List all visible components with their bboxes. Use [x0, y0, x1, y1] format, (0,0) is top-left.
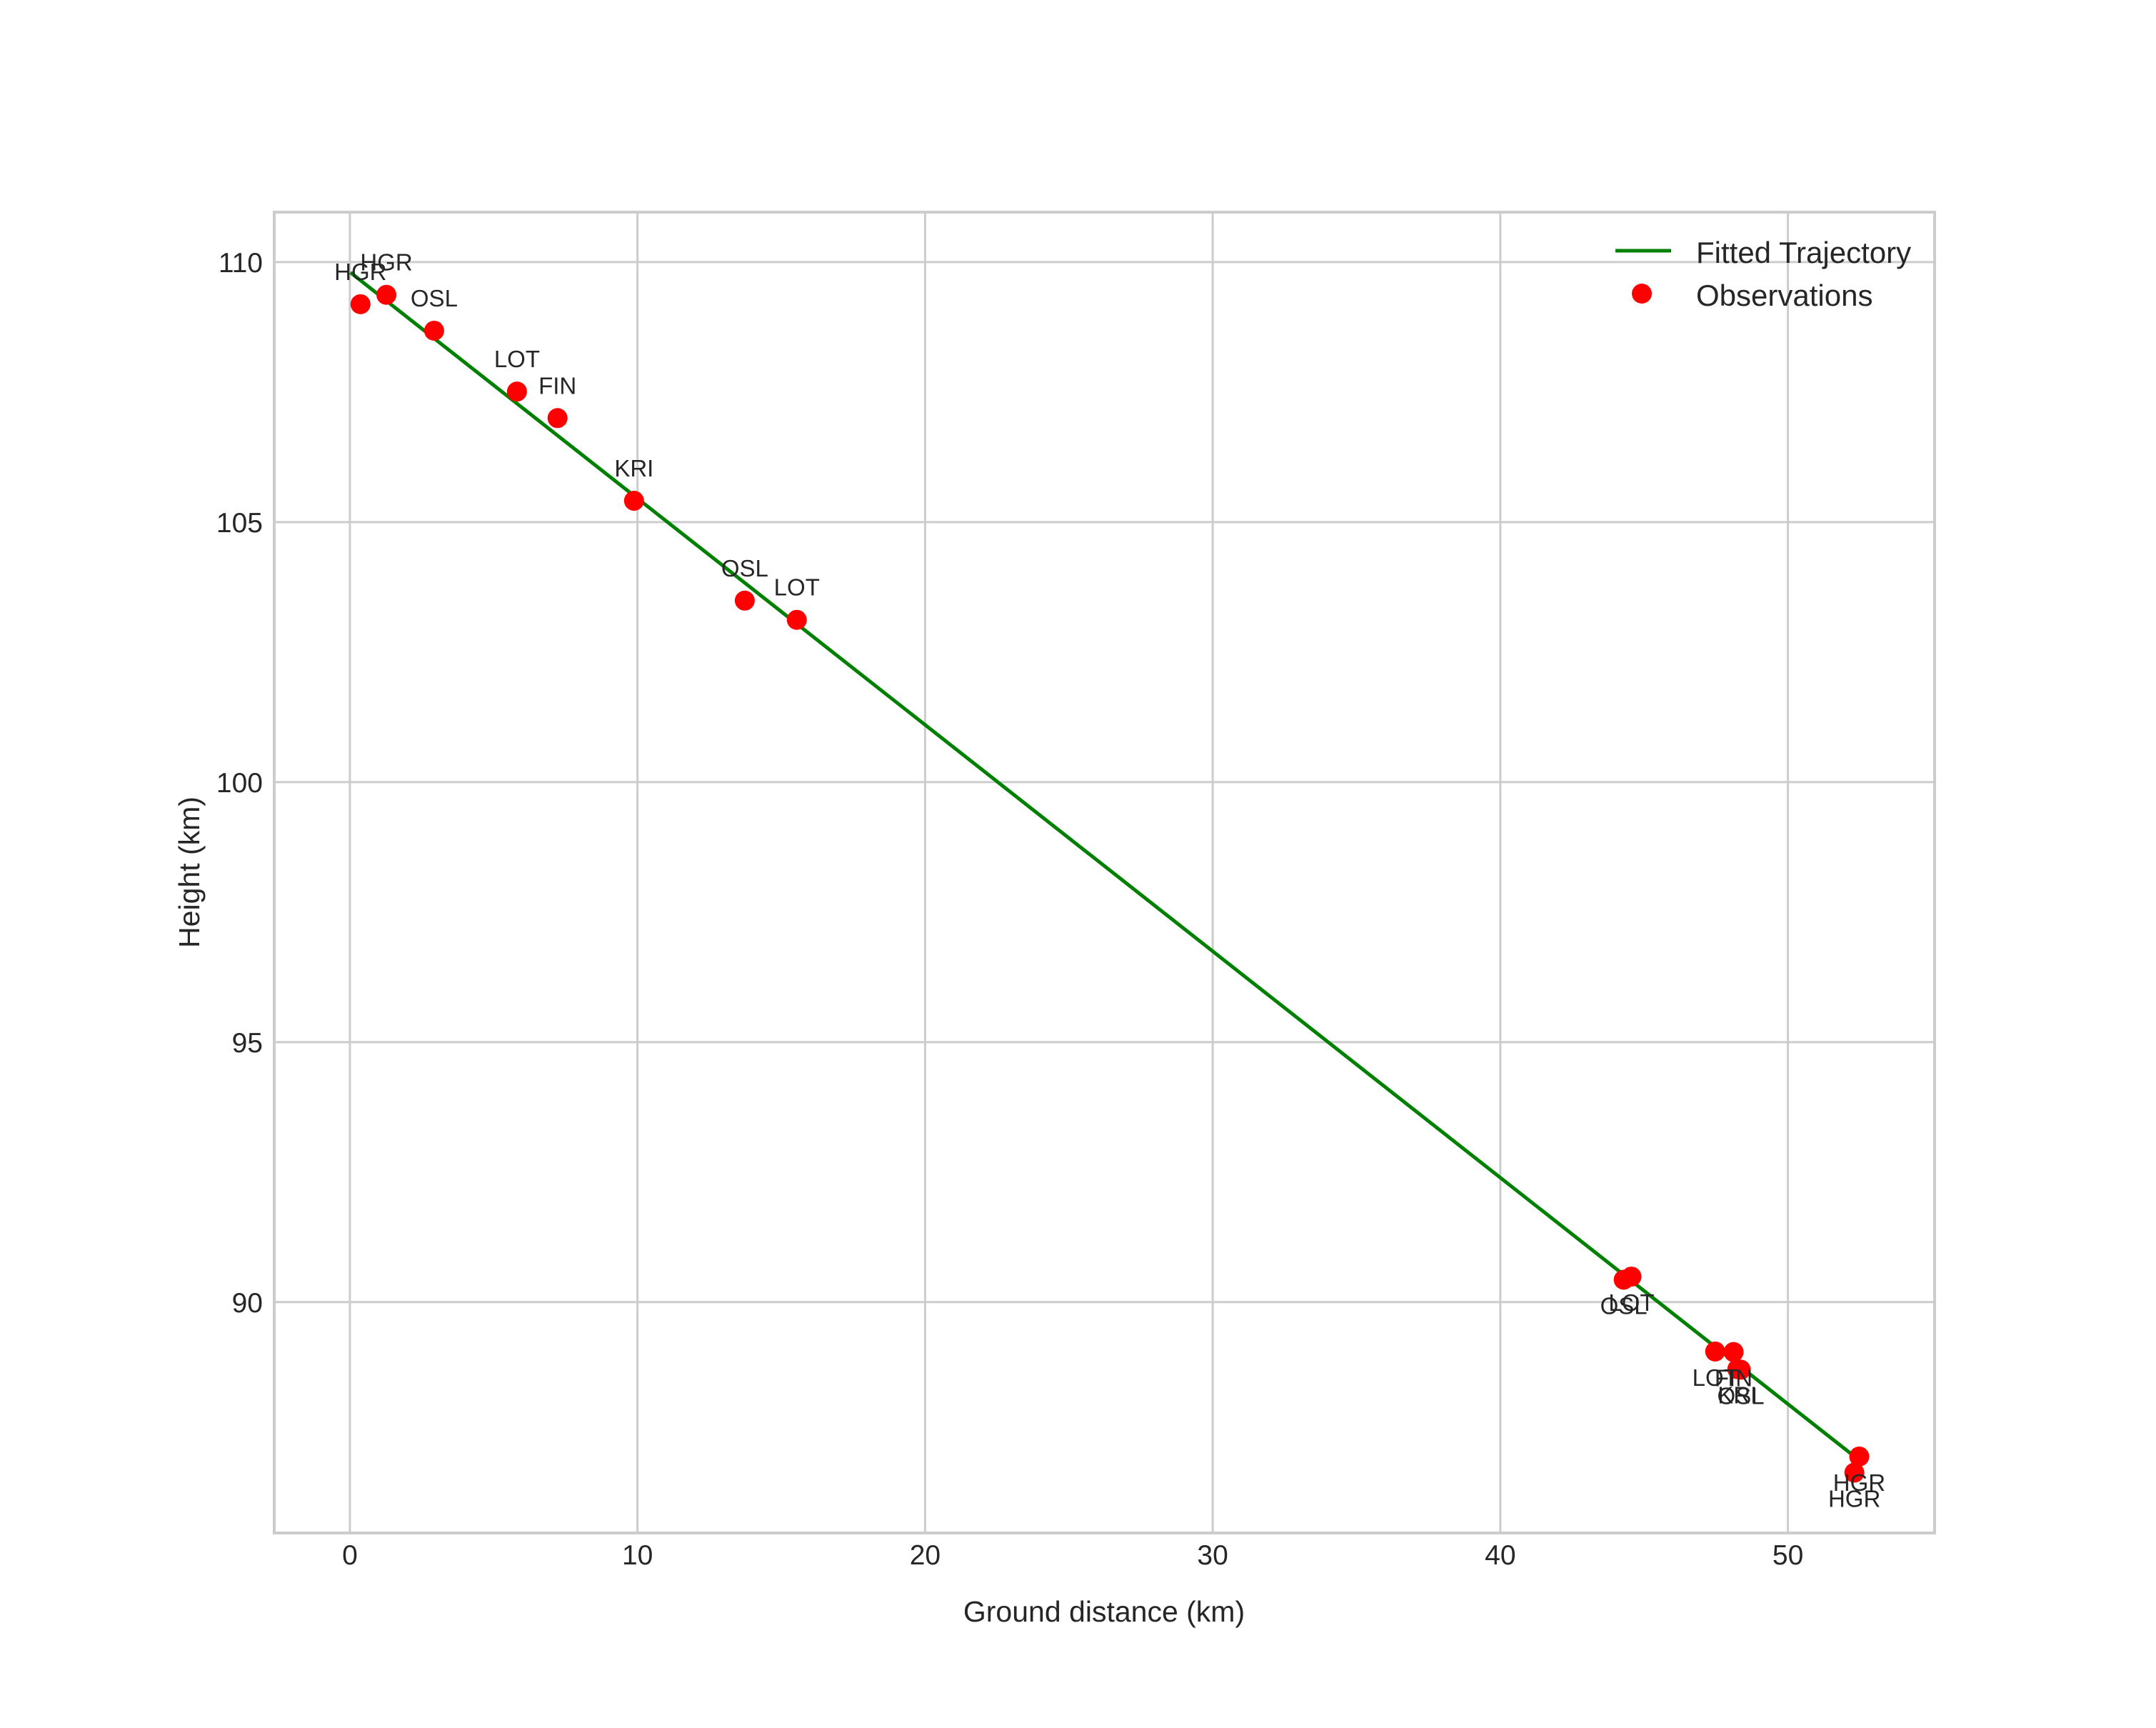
- legend-label-fitted-trajectory: Fitted Trajectory: [1696, 236, 1911, 269]
- x-tick-label: 20: [910, 1540, 941, 1571]
- station-label: OSL: [1600, 1292, 1648, 1319]
- observation-marker: [1723, 1342, 1744, 1362]
- y-tick-labels: 90 95 100 105 110: [216, 248, 263, 1319]
- legend-marker-icon: [1632, 284, 1652, 304]
- x-tick-label: 50: [1773, 1540, 1803, 1571]
- y-axis-label: Height (km): [173, 796, 206, 948]
- observation-marker: [1705, 1341, 1725, 1362]
- station-labels: HGRHGROSLLOTFINKRIOSLLOTOSLLOTLOTFINKRIO…: [334, 249, 1885, 1512]
- station-label: HGR: [334, 259, 386, 285]
- observation-marker: [734, 590, 755, 611]
- station-label: LOT: [1693, 1364, 1738, 1391]
- observation-marker: [423, 320, 444, 341]
- x-tick-labels: 0 10 20 30 40 50: [342, 1540, 1803, 1571]
- observation-marker: [376, 284, 397, 305]
- observation-marker: [506, 381, 527, 402]
- station-label: HGR: [360, 249, 412, 276]
- x-tick-label: 30: [1197, 1540, 1228, 1571]
- x-tick-label: 0: [342, 1540, 358, 1571]
- y-tick-label: 90: [232, 1288, 263, 1319]
- observation-marker: [547, 408, 568, 429]
- station-label: KRI: [1718, 1382, 1757, 1409]
- station-label: LOT: [494, 346, 540, 372]
- observation-marker: [1849, 1446, 1870, 1467]
- observation-marker: [350, 294, 371, 314]
- y-tick-label: 95: [232, 1028, 263, 1059]
- x-gridlines: [349, 212, 1790, 1533]
- station-label: LOT: [774, 574, 820, 601]
- station-label: FIN: [1715, 1365, 1753, 1392]
- legend-label-observations: Observations: [1696, 279, 1872, 312]
- observation-marker: [786, 609, 807, 630]
- observation-markers: [350, 284, 1870, 1483]
- station-label: OSL: [721, 555, 768, 581]
- y-tick-label: 110: [219, 248, 263, 279]
- observation-marker: [1844, 1462, 1865, 1483]
- station-label: LOT: [1608, 1289, 1654, 1316]
- station-label: OSL: [411, 285, 458, 311]
- station-label: OSL: [1718, 1382, 1765, 1409]
- observation-marker: [1621, 1267, 1642, 1287]
- x-tick-label: 40: [1485, 1540, 1515, 1571]
- station-label: KRI: [614, 455, 653, 481]
- observation-marker: [623, 491, 644, 511]
- station-label: FIN: [538, 372, 576, 399]
- legend: Fitted Trajectory Observations: [1615, 236, 1911, 312]
- fitted-trajectory-line: [349, 271, 1852, 1455]
- x-axis-label: Ground distance (km): [963, 1595, 1245, 1628]
- station-label: HGR: [1833, 1469, 1885, 1496]
- y-tick-label: 100: [216, 768, 263, 799]
- axes-frame: [273, 211, 1936, 1534]
- observation-marker: [1730, 1359, 1751, 1380]
- station-label: HGR: [1828, 1486, 1880, 1512]
- y-tick-label: 105: [216, 508, 263, 539]
- x-tick-label: 10: [622, 1540, 653, 1571]
- plot-area: HGRHGROSLLOTFINKRIOSLLOTOSLLOTLOTFINKRIO…: [273, 211, 1936, 1534]
- fitted-trajectory-path: [349, 271, 1852, 1455]
